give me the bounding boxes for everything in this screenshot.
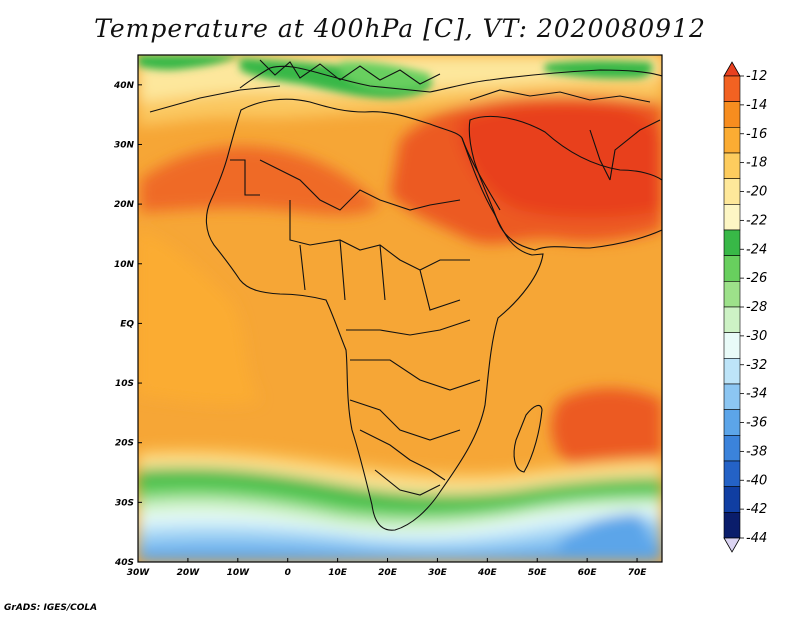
lon-tick-label: 30W bbox=[127, 568, 151, 578]
lon-tick-label: 40E bbox=[477, 568, 498, 578]
axis-ticks bbox=[137, 84, 638, 563]
colorbar-label: -26 bbox=[746, 271, 767, 286]
colorbar-segment bbox=[723, 332, 741, 359]
colorbar-segment bbox=[723, 486, 741, 513]
colorbar-label: -40 bbox=[746, 473, 767, 488]
colorbar-segment bbox=[723, 383, 741, 410]
colorbar-label: -18 bbox=[746, 156, 767, 171]
colorbar-label: -24 bbox=[746, 242, 767, 257]
lat-tick-label: 10N bbox=[114, 260, 135, 270]
colorbar-label: -28 bbox=[746, 300, 767, 315]
colorbar-segment bbox=[723, 127, 741, 154]
coastlines-and-borders bbox=[149, 59, 662, 531]
colorbar-label: -36 bbox=[746, 416, 767, 431]
colorbar-segment bbox=[723, 101, 741, 128]
colorbar-segment bbox=[723, 409, 741, 436]
colorbar-segment bbox=[723, 435, 741, 462]
lat-tick-label: 20S bbox=[115, 439, 134, 449]
colorbar-segment bbox=[723, 204, 741, 231]
lon-tick-label: 10W bbox=[227, 568, 251, 578]
lon-tick-label: 20W bbox=[177, 568, 201, 578]
colorbar-segment bbox=[723, 306, 741, 333]
colorbar-segment bbox=[723, 255, 741, 282]
lon-tick-label: 20E bbox=[378, 568, 398, 578]
lat-tick-label: 40S bbox=[114, 558, 134, 568]
lon-tick-label: 70E bbox=[628, 568, 648, 578]
colorbar-segment bbox=[723, 281, 741, 308]
temperature-field bbox=[138, 55, 662, 562]
plot-frame bbox=[137, 54, 663, 563]
colorbar-label: -16 bbox=[746, 127, 767, 142]
colorbar-segment bbox=[723, 152, 741, 179]
lat-tick-label: 10S bbox=[115, 379, 134, 389]
axis-tick-labels: 30W 20W 10W 0 10E 20E 30E 40E 50E 60E 70E 40S 30S 20S… bbox=[113, 81, 647, 578]
colorbar-label: -32 bbox=[746, 358, 767, 373]
colorbar-bottom-triangle bbox=[723, 537, 741, 553]
lat-tick-label: 40N bbox=[113, 81, 135, 91]
colorbar-label: -22 bbox=[746, 213, 767, 228]
colorbar-segment bbox=[723, 460, 741, 487]
colorbar-label: -30 bbox=[746, 329, 767, 344]
grads-credit: GrADS: IGES/COLA bbox=[4, 603, 98, 613]
lat-tick-label: 30S bbox=[115, 498, 134, 508]
lat-tick-label: EQ bbox=[120, 319, 134, 329]
colorbar-top-triangle bbox=[723, 61, 741, 77]
colorbar bbox=[723, 61, 741, 553]
colorbar-label: -14 bbox=[746, 98, 767, 113]
map-title: Temperature at 400hPa [C], VT: 202008091… bbox=[94, 14, 706, 43]
colorbar-label: -20 bbox=[746, 185, 767, 200]
colorbar-labels: -12 -14 -16 -18 -20 -22 -24 -26 -28 -30 -32 -34 -36 -… bbox=[740, 69, 767, 546]
colorbar-segment bbox=[723, 229, 741, 256]
colorbar-label: -38 bbox=[746, 444, 767, 459]
colorbar-segment bbox=[723, 512, 741, 539]
colorbar-segment bbox=[723, 358, 741, 385]
lat-tick-label: 20N bbox=[114, 200, 135, 210]
lon-tick-label: 10E bbox=[328, 568, 348, 578]
lon-tick-label: 30E bbox=[428, 568, 448, 578]
lon-tick-label: 60E bbox=[578, 568, 598, 578]
colorbar-segment bbox=[723, 178, 741, 205]
lat-tick-label: 30N bbox=[114, 140, 135, 150]
colorbar-label: -42 bbox=[746, 502, 767, 517]
colorbar-label: -44 bbox=[746, 531, 767, 546]
lon-tick-label: 0 bbox=[285, 568, 291, 578]
colorbar-segment bbox=[723, 75, 741, 102]
colorbar-label: -12 bbox=[746, 69, 767, 84]
lon-tick-label: 50E bbox=[528, 568, 548, 578]
colorbar-label: -34 bbox=[746, 387, 767, 402]
